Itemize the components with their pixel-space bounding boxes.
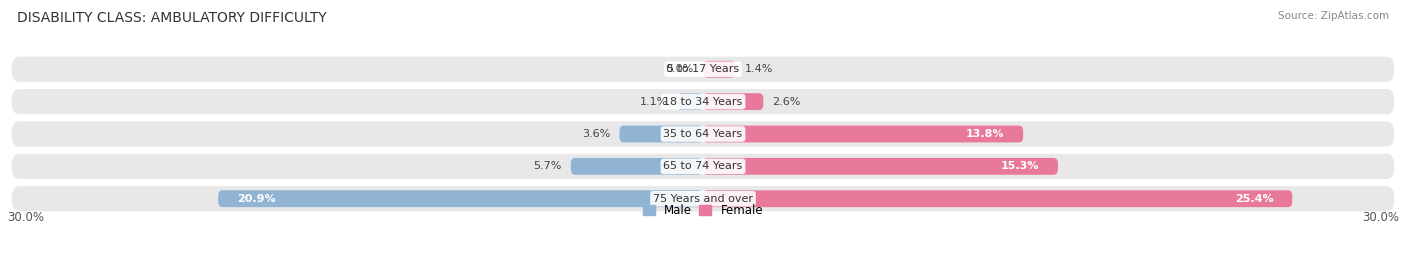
FancyBboxPatch shape (703, 126, 1024, 142)
Text: 5 to 17 Years: 5 to 17 Years (666, 64, 740, 74)
Legend: Male, Female: Male, Female (643, 204, 763, 217)
FancyBboxPatch shape (703, 158, 1057, 175)
Text: 65 to 74 Years: 65 to 74 Years (664, 161, 742, 171)
Text: 1.1%: 1.1% (640, 97, 668, 107)
FancyBboxPatch shape (620, 126, 703, 142)
Text: 3.6%: 3.6% (582, 129, 610, 139)
Text: 2.6%: 2.6% (773, 97, 801, 107)
Text: 15.3%: 15.3% (1001, 161, 1039, 171)
Text: DISABILITY CLASS: AMBULATORY DIFFICULTY: DISABILITY CLASS: AMBULATORY DIFFICULTY (17, 11, 326, 25)
FancyBboxPatch shape (571, 158, 703, 175)
FancyBboxPatch shape (703, 93, 763, 110)
FancyBboxPatch shape (11, 89, 1395, 114)
FancyBboxPatch shape (678, 93, 703, 110)
FancyBboxPatch shape (218, 190, 703, 207)
FancyBboxPatch shape (11, 154, 1395, 179)
Text: 30.0%: 30.0% (1362, 211, 1399, 224)
FancyBboxPatch shape (11, 121, 1395, 147)
Text: 0.0%: 0.0% (665, 64, 693, 74)
FancyBboxPatch shape (703, 190, 1292, 207)
Text: 1.4%: 1.4% (745, 64, 773, 74)
Text: 18 to 34 Years: 18 to 34 Years (664, 97, 742, 107)
Text: 35 to 64 Years: 35 to 64 Years (664, 129, 742, 139)
Text: 25.4%: 25.4% (1234, 194, 1274, 204)
FancyBboxPatch shape (11, 186, 1395, 211)
Text: 30.0%: 30.0% (7, 211, 44, 224)
Text: 5.7%: 5.7% (533, 161, 561, 171)
Text: 75 Years and over: 75 Years and over (652, 194, 754, 204)
FancyBboxPatch shape (703, 61, 735, 78)
Text: 13.8%: 13.8% (966, 129, 1004, 139)
Text: 20.9%: 20.9% (236, 194, 276, 204)
Text: Source: ZipAtlas.com: Source: ZipAtlas.com (1278, 11, 1389, 21)
FancyBboxPatch shape (11, 57, 1395, 82)
